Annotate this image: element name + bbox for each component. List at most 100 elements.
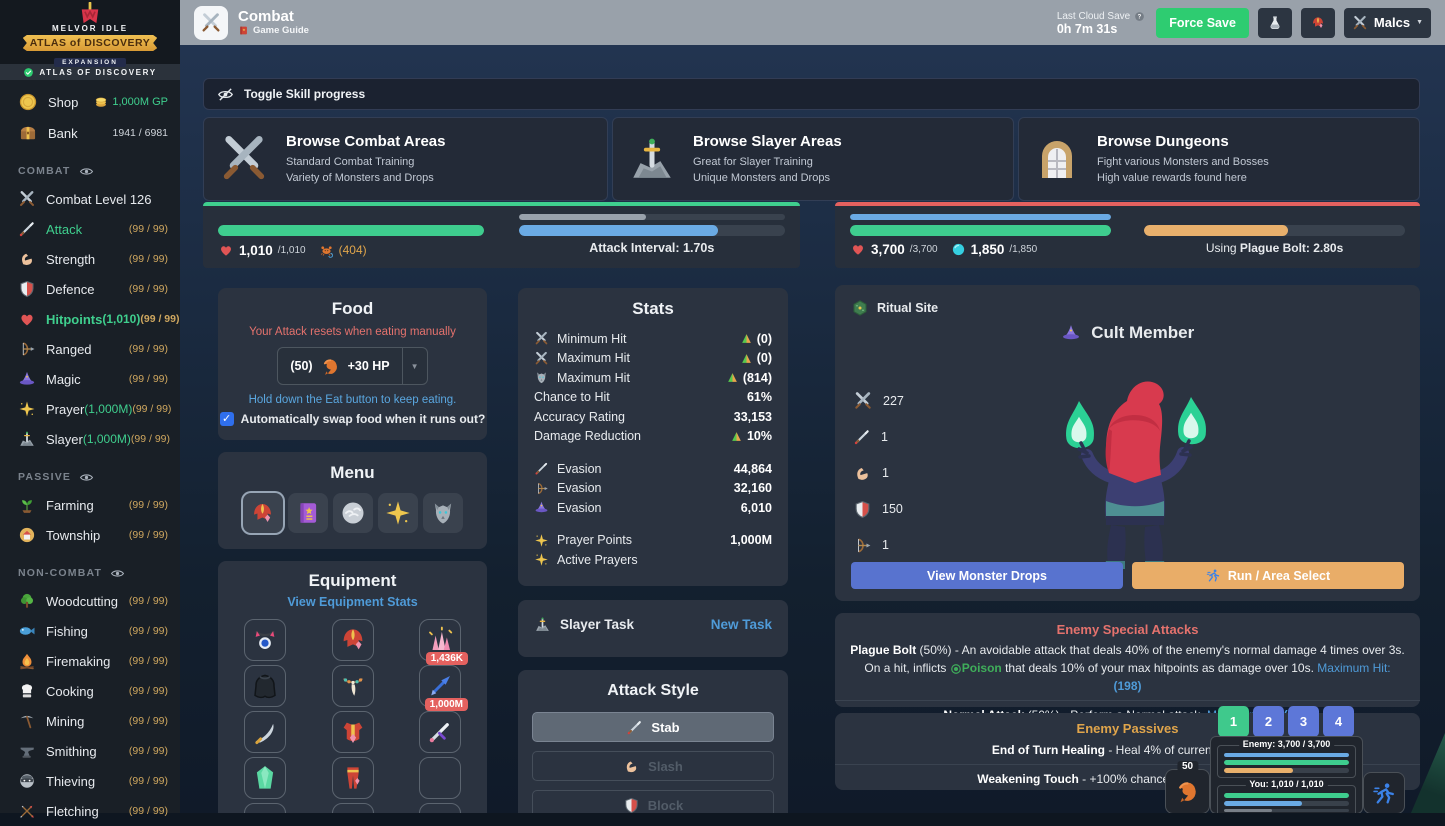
buff-arrow-icon xyxy=(740,332,753,345)
sidebar-item-defence[interactable]: Defence (99 / 99) xyxy=(0,274,180,304)
equipment-slot-helmet[interactable] xyxy=(331,619,374,661)
sidebar-item-shop[interactable]: Shop 1,000M GP xyxy=(0,86,180,118)
scimitar-icon xyxy=(250,717,280,747)
sidebar-item-fishing[interactable]: Fishing (99 / 99) xyxy=(0,616,180,646)
bicep-icon xyxy=(18,250,36,268)
gp-coins-icon xyxy=(94,95,108,109)
enemy-name: Cult Member xyxy=(1091,323,1195,342)
sprout-icon xyxy=(18,496,36,514)
menu-tab-attack-styles[interactable] xyxy=(332,493,373,533)
quick-run-button[interactable] xyxy=(1363,772,1405,813)
crown-icon xyxy=(425,809,455,813)
sidebar-item-prayer[interactable]: Prayer (1,000M) (99 / 99) xyxy=(0,394,180,424)
overlay-player-bars: You: 1,010 / 1,010 xyxy=(1217,779,1356,813)
combat-page: Toggle Skill progress Browse Combat Area… xyxy=(180,45,1445,813)
eat-food-button[interactable]: (50) +30 HP ▼ xyxy=(277,347,428,385)
overlay-player-label: You: 1,010 / 1,010 xyxy=(1245,779,1328,789)
toggle-skill-progress[interactable]: Toggle Skill progress xyxy=(203,78,1420,110)
sidebar-item-mining[interactable]: Mining (99 / 99) xyxy=(0,706,180,736)
equipment-slot-gloves[interactable] xyxy=(244,803,286,813)
quick-eat-button[interactable]: 50 xyxy=(1165,761,1210,813)
attack-style-slash[interactable]: Slash xyxy=(532,751,774,781)
sidebar-item-fletching[interactable]: Fletching (99 / 99) xyxy=(0,796,180,826)
view-monster-drops-button[interactable]: View Monster Drops xyxy=(851,562,1123,589)
sidebar-item-combat-level[interactable]: Combat Level 126 xyxy=(0,184,180,214)
attack-style-panel: Attack Style Stab Slash Block xyxy=(518,670,788,813)
eye-icon[interactable] xyxy=(110,566,125,581)
game-guide-link[interactable]: Game Guide xyxy=(238,25,309,36)
sidebar-item-strength[interactable]: Strength (99 / 99) xyxy=(0,244,180,274)
equipment-slot-platelegs[interactable] xyxy=(331,757,374,799)
equipment-slot-necklace[interactable] xyxy=(331,665,374,707)
barrier-icon xyxy=(951,242,966,257)
browse-combat-areas-card[interactable]: Browse Combat Areas Standard Combat Trai… xyxy=(203,117,608,201)
blue-arrow-icon xyxy=(425,671,455,701)
question-icon[interactable] xyxy=(1134,11,1145,22)
equipment-slot-weapon[interactable] xyxy=(244,711,286,753)
sidebar-item-thieving[interactable]: Thieving (99 / 99) xyxy=(0,766,180,796)
view-equipment-stats-link[interactable]: View Equipment Stats xyxy=(287,595,418,609)
crossed-swords-icon xyxy=(853,391,873,411)
equipment-slot-ammo[interactable]: 1,000M xyxy=(419,665,468,711)
equipment-slot-platebody[interactable] xyxy=(331,711,374,753)
attack-style-block[interactable]: Block xyxy=(532,790,774,813)
buff-arrow-icon xyxy=(726,371,739,384)
overlay-tab-2[interactable]: 2 xyxy=(1253,706,1284,737)
sidebar-item-woodcutting[interactable]: Woodcutting (99 / 99) xyxy=(0,586,180,616)
auto-swap-checkbox[interactable]: ✓ xyxy=(219,412,234,426)
sidebar-item-hitpoints[interactable]: Hitpoints (1,010) (99 / 99) xyxy=(0,304,180,334)
equipment-slot-offhand[interactable] xyxy=(419,711,461,753)
sidebar-item-smithing[interactable]: Smithing (99 / 99) xyxy=(0,736,180,766)
attack-style-title: Attack Style xyxy=(607,682,699,699)
eye-icon[interactable] xyxy=(79,164,94,179)
run-area-select-button[interactable]: Run / Area Select xyxy=(1132,562,1404,589)
overlay-tab-4[interactable]: 4 xyxy=(1323,706,1354,737)
equipment-slot-gem[interactable] xyxy=(244,757,286,799)
potion-button[interactable] xyxy=(1257,7,1292,38)
shield-icon xyxy=(18,280,36,298)
food-dropdown[interactable]: ▼ xyxy=(401,348,427,384)
stat-accuracy: Accuracy Rating 33,153 xyxy=(534,409,772,424)
user-menu-button[interactable]: Malcs ▼ xyxy=(1343,7,1431,38)
browse-dungeons-card[interactable]: Browse Dungeons Fight various Monsters a… xyxy=(1018,117,1420,201)
equipment-slot-empty[interactable] xyxy=(419,757,461,799)
sidebar-item-attack[interactable]: Attack (99 / 99) xyxy=(0,214,180,244)
force-save-button[interactable]: Force Save xyxy=(1156,7,1249,38)
logo-banner: ATLAS of DISCOVERY xyxy=(22,35,158,51)
pickaxe-icon xyxy=(18,712,36,730)
browse-slayer-areas-card[interactable]: Browse Slayer Areas Great for Slayer Tra… xyxy=(612,117,1014,201)
eye-icon[interactable] xyxy=(79,470,94,485)
sidebar-item-ranged[interactable]: Ranged (99 / 99) xyxy=(0,334,180,364)
sidebar-item-cooking[interactable]: Cooking (99 / 99) xyxy=(0,676,180,706)
sidebar-item-slayer[interactable]: Slayer (1,000M) (99 / 99) xyxy=(0,424,180,454)
sidebar-item-township[interactable]: Township (99 / 99) xyxy=(0,520,180,550)
overlay-tab-3[interactable]: 3 xyxy=(1288,706,1319,737)
menu-tab-equipment[interactable] xyxy=(242,493,283,533)
menu-tab-summoning[interactable] xyxy=(422,493,463,533)
sidebar-item-bank[interactable]: Bank 1941 / 6981 xyxy=(0,118,180,148)
special-attack-plague-bolt: Plague Bolt (50%) - An avoidable attack … xyxy=(850,643,1405,693)
equipment-quick-button[interactable] xyxy=(1300,7,1335,38)
menu-tab-prayer[interactable] xyxy=(377,493,418,533)
menu-tab-spellbook[interactable] xyxy=(287,493,328,533)
new-task-link[interactable]: New Task xyxy=(710,617,772,632)
expansion-strip: ATLAS OF DISCOVERY xyxy=(0,64,180,80)
overlay-tab-1[interactable]: 1 xyxy=(1218,706,1249,737)
menu-panel: Menu xyxy=(218,452,487,549)
enemy-cast-label: Using Plague Bolt: 2.80s xyxy=(1205,241,1344,255)
equipment-slot-ring[interactable] xyxy=(419,803,461,813)
equipment-slot-cape[interactable] xyxy=(244,665,286,707)
equipment-slot-gems[interactable]: 1,436K xyxy=(419,619,468,665)
combat-app-icon xyxy=(194,5,228,40)
attack-style-stab[interactable]: Stab xyxy=(532,712,774,742)
equipment-slot-boots[interactable] xyxy=(331,803,374,813)
sidebar-item-firemaking[interactable]: Firemaking (99 / 99) xyxy=(0,646,180,676)
crossed-swords-icon xyxy=(1352,15,1368,31)
stat-damage-reduction: Damage Reduction 10% xyxy=(534,429,772,444)
equipment-slot-amulet[interactable] xyxy=(244,619,286,661)
sidebar-item-magic[interactable]: Magic (99 / 99) xyxy=(0,364,180,394)
tooth-necklace-icon xyxy=(338,671,368,701)
enemy-barrier-bar xyxy=(850,214,1111,220)
sidebar-item-farming[interactable]: Farming (99 / 99) xyxy=(0,490,180,520)
stat-magic-evasion: Evasion 6,010 xyxy=(518,498,788,518)
